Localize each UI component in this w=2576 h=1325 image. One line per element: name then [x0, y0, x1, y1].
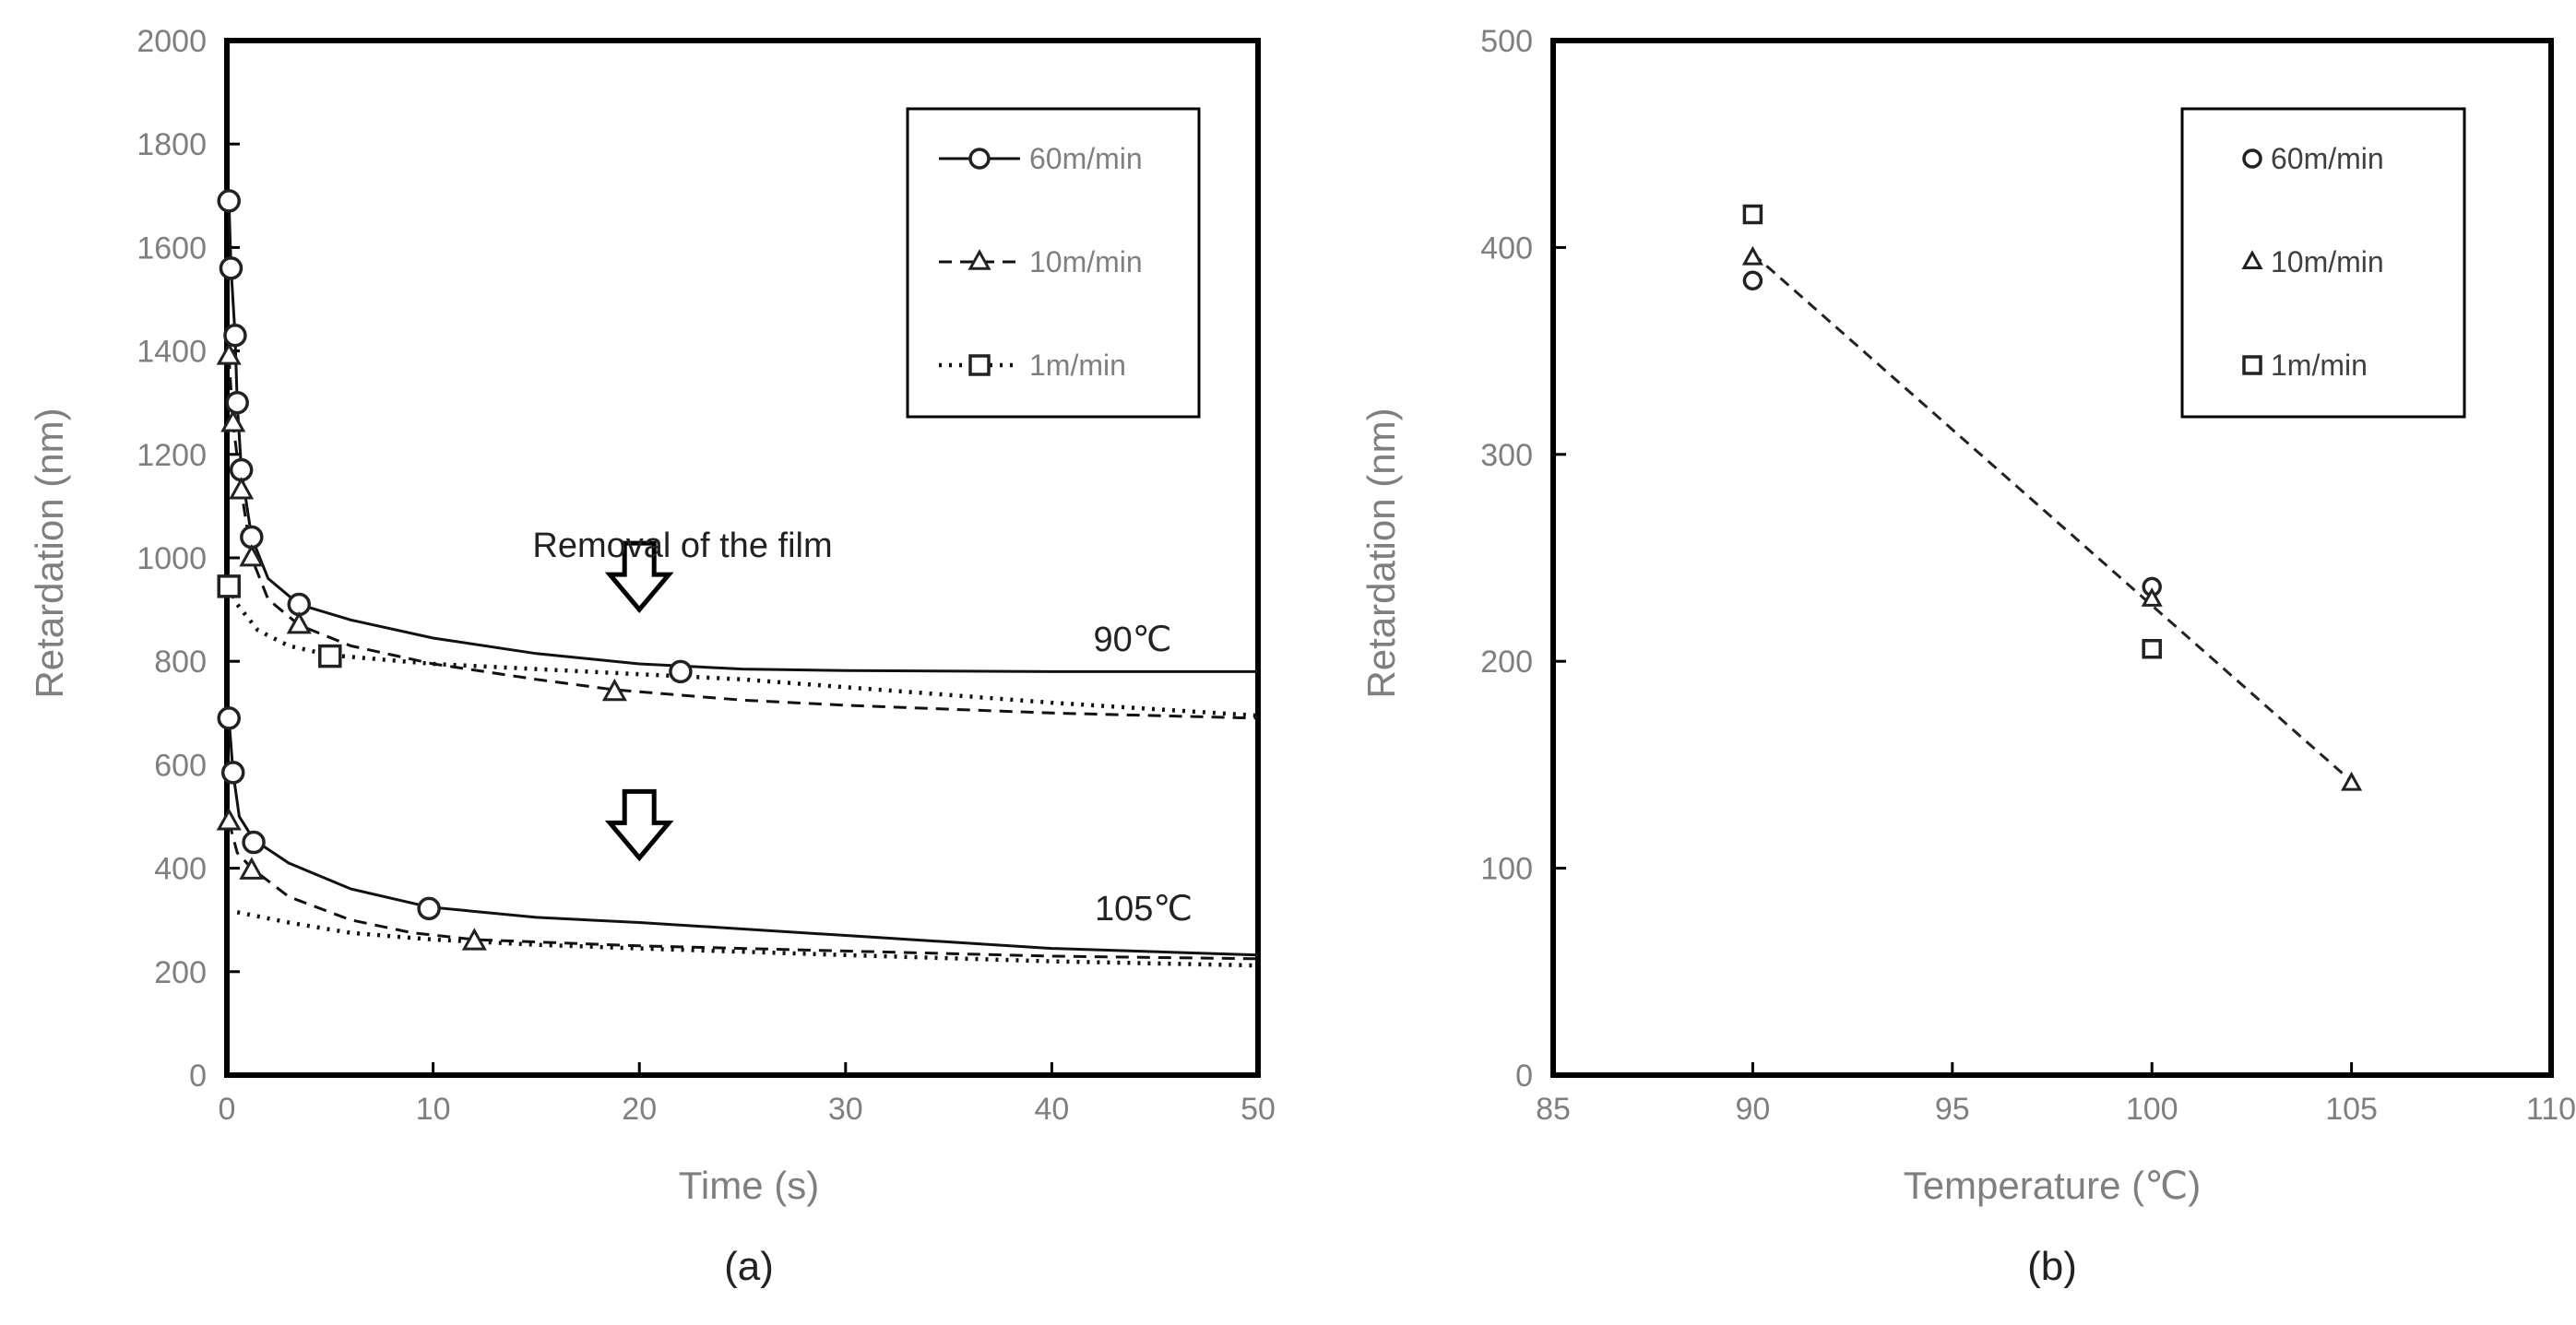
data-point-triangle [286, 610, 312, 634]
legend-label-a: 10m/min [1029, 245, 1143, 278]
chart-panel-a: 0 10 20 30 40 50 0 200 400 600 800 1000 1200 1400 1600… [28, 24, 1276, 1289]
data-point-square [1742, 204, 1763, 225]
y-tick-label-a: 2000 [137, 24, 207, 59]
legend-box-b [2180, 107, 2466, 419]
series-line-60m-min-105c [227, 717, 1259, 957]
legend-label-b: 1m/min [2271, 349, 2368, 382]
data-point-triangle [239, 544, 265, 567]
legend-a: 60m/min 10m/min 1m/min [906, 107, 1201, 419]
panel-caption-a: (a) [724, 1244, 774, 1289]
legend-marker-a [968, 354, 991, 376]
legend-marker-b [2242, 148, 2262, 169]
data-point-triangle [239, 857, 265, 880]
x-tick-label-a: 30 [828, 1092, 863, 1127]
x-axis-label-b: Temperature (℃) [1904, 1164, 2202, 1207]
panel-caption-b: (b) [2027, 1244, 2077, 1289]
series-line-60m-min-90c [227, 200, 1258, 673]
data-point-triangle [1741, 245, 1763, 266]
legend-b: 60m/min 10m/min 1m/min [2180, 107, 2466, 419]
y-tick-label-a: 200 [154, 955, 207, 990]
y-tick-label-a: 400 [154, 852, 207, 887]
annotation-90c: 90℃ [1094, 621, 1172, 659]
annotation-removal: Removal of the film [532, 526, 832, 565]
data-point-triangle [461, 928, 487, 951]
removal-arrow [604, 788, 674, 862]
legend-marker-b [2241, 250, 2263, 269]
y-axis-label-b: Retardation (nm) [1359, 408, 1403, 698]
data-point-triangle [2141, 587, 2163, 607]
x-axis-label-a: Time (s) [679, 1164, 819, 1207]
x-tick-label-a: 10 [416, 1092, 451, 1127]
trend-line [1751, 253, 2353, 783]
x-tick-label-b: 85 [1536, 1092, 1571, 1127]
x-tick-label-b: 105 [2325, 1092, 2378, 1127]
x-tick-label-b: 110 [2526, 1092, 2576, 1127]
data-point-circle [223, 324, 247, 348]
x-tick-label-b: 90 [1735, 1092, 1770, 1127]
data-point-triangle [2341, 771, 2363, 791]
chart-panel-b: 85 90 95 100 105 110 0 100 200 300 400 500 Temperat… [1359, 24, 2576, 1289]
data-point-circle [669, 659, 693, 684]
series-line-10m-min-105c [227, 821, 1259, 961]
data-point-triangle [216, 808, 242, 831]
y-tick-label-a: 1400 [137, 335, 207, 370]
legend-label-a: 1m/min [1029, 349, 1126, 382]
series-line-1m-min-105c [236, 910, 1259, 968]
y-tick-label-a: 0 [189, 1059, 207, 1094]
data-point-square [217, 574, 241, 598]
y-tick-label-a: 1800 [137, 127, 207, 162]
legend-marker-a [967, 249, 991, 270]
data-point-triangle [601, 678, 627, 702]
data-point-circle [417, 896, 441, 921]
data-point-triangle [216, 342, 242, 365]
series-line-10m-min-90c [227, 356, 1259, 720]
y-axis-label-a: Retardation (nm) [28, 408, 71, 698]
data-point-circle [217, 706, 241, 730]
x-tick-label-b: 95 [1935, 1092, 1970, 1127]
x-tick-label-a: 50 [1241, 1092, 1276, 1127]
x-tick-label-a: 0 [219, 1092, 236, 1127]
annotation-105c: 105℃ [1095, 890, 1193, 929]
data-point-circle [220, 761, 245, 785]
y-tick-label-a: 1200 [137, 438, 207, 473]
legend-label-a: 60m/min [1029, 142, 1143, 175]
data-point-square [318, 644, 342, 668]
data-point-circle [225, 390, 249, 415]
legend-box-a [906, 107, 1201, 419]
x-tick-label-b: 100 [2126, 1092, 2178, 1127]
data-point-circle [217, 189, 241, 213]
data-point-circle [242, 830, 266, 855]
series-line-1m-min-90c [227, 585, 1259, 718]
data-point-triangle [220, 409, 246, 432]
y-tick-label-b: 0 [1515, 1059, 1533, 1094]
x-tick-label-a: 40 [1034, 1092, 1069, 1127]
y-tick-label-a: 800 [154, 645, 207, 680]
y-tick-label-b: 200 [1480, 645, 1533, 680]
legend-marker-a [968, 148, 991, 170]
legend-label-b: 60m/min [2271, 142, 2384, 175]
y-tick-label-b: 500 [1480, 24, 1533, 59]
data-point-square [2142, 638, 2162, 659]
y-tick-label-b: 300 [1480, 438, 1533, 473]
legend-label-b: 10m/min [2271, 245, 2384, 278]
y-tick-label-a: 1600 [137, 231, 207, 266]
y-tick-label-a: 1000 [137, 541, 207, 576]
legend-marker-b [2242, 355, 2262, 375]
y-tick-label-a: 600 [154, 748, 207, 783]
x-tick-label-a: 20 [622, 1092, 657, 1127]
y-tick-label-b: 400 [1480, 231, 1533, 266]
y-tick-label-b: 100 [1480, 852, 1533, 887]
data-point-triangle [229, 477, 255, 500]
removal-arrow [604, 540, 674, 613]
data-point-circle [219, 256, 243, 280]
plot-area-b [1550, 38, 2554, 1078]
data-point-circle [1742, 270, 1763, 291]
